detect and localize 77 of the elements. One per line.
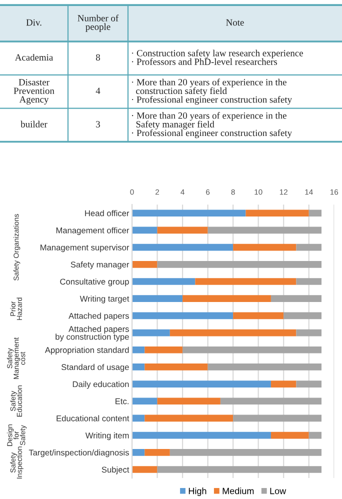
bar — [132, 210, 246, 217]
bar — [296, 329, 322, 336]
bar — [157, 466, 322, 473]
bar — [170, 448, 322, 456]
bar — [132, 244, 234, 251]
bar — [270, 380, 296, 388]
y-tick-label: Etc. — [116, 398, 128, 404]
bar — [144, 448, 170, 456]
text: 3 — [96, 121, 100, 128]
text: · More than 20 years of experience in the Safety manager field · Professional engineer construction safety — [132, 112, 292, 138]
y-tick-label: Appropriation standard — [44, 346, 129, 355]
legend-label: Medium — [222, 488, 254, 494]
y-tick-label: Standard of usage — [62, 364, 129, 372]
text: · Construction safety law research experience · Professors and PhD-level researchers — [132, 50, 303, 65]
bar — [170, 329, 296, 336]
y-tick-label: Attached papers by construction type — [56, 326, 129, 342]
y-tick-label: Writing target — [80, 296, 130, 304]
bar — [132, 414, 145, 422]
text: 8 — [96, 54, 100, 61]
bar — [132, 364, 145, 370]
bar — [233, 414, 322, 422]
text: Disaster Prevention Agency — [14, 79, 54, 105]
bar — [132, 329, 170, 336]
bar — [182, 346, 322, 354]
bar — [220, 398, 322, 405]
y-tick-label: Writing item — [85, 432, 129, 440]
text: 4 — [96, 88, 100, 94]
category-label: Number of people — [78, 14, 119, 32]
bar — [132, 226, 158, 234]
bar — [144, 346, 183, 354]
y-tick-label: Management supervisor — [40, 244, 130, 252]
y-tick-label: Target/inspection/diagnosis — [28, 449, 129, 458]
bar — [296, 244, 322, 251]
bar — [157, 398, 220, 405]
bar — [195, 278, 296, 285]
y-tick-label: Consultative group — [60, 278, 129, 286]
bar — [132, 398, 158, 405]
y-tick-label: Head officer — [85, 210, 130, 216]
bar — [132, 346, 145, 354]
y-tick-label: Management officer — [56, 227, 130, 235]
bar — [144, 414, 234, 422]
text: builder — [20, 120, 48, 128]
bar — [132, 432, 271, 439]
bar — [132, 260, 158, 268]
text: Academia — [14, 54, 54, 61]
bar — [270, 432, 309, 439]
bar — [132, 448, 145, 456]
y-tick-label: Safety manager — [70, 261, 130, 270]
bar — [208, 364, 322, 370]
bar — [157, 260, 322, 268]
y-tick-label: Attached papers — [68, 312, 129, 320]
bar — [233, 244, 296, 251]
category-label: Div. — [26, 19, 42, 26]
category-label: Note — [226, 19, 244, 26]
y-tick-label: Subject — [102, 466, 130, 474]
bar — [270, 295, 322, 302]
bar — [296, 278, 322, 285]
bar — [132, 466, 158, 473]
bar — [132, 380, 271, 388]
bar — [233, 312, 284, 320]
bar — [246, 210, 309, 217]
text: · More than 20 years of experience in the construction safety field · Professional engineer construction safety — [132, 78, 292, 105]
bar — [182, 295, 271, 302]
bar — [132, 295, 183, 302]
bar — [284, 312, 322, 320]
legend-label: High — [188, 488, 206, 496]
legend-label: Low — [270, 488, 286, 494]
y-tick-label: Educational content — [56, 415, 130, 422]
bar — [132, 278, 196, 285]
bar — [157, 226, 208, 234]
y-tick-label: Daily education — [72, 381, 129, 389]
bar — [144, 364, 208, 370]
bar — [208, 226, 322, 234]
bar — [308, 210, 322, 217]
bar — [308, 432, 322, 439]
bar — [132, 312, 234, 320]
bar — [296, 380, 322, 388]
